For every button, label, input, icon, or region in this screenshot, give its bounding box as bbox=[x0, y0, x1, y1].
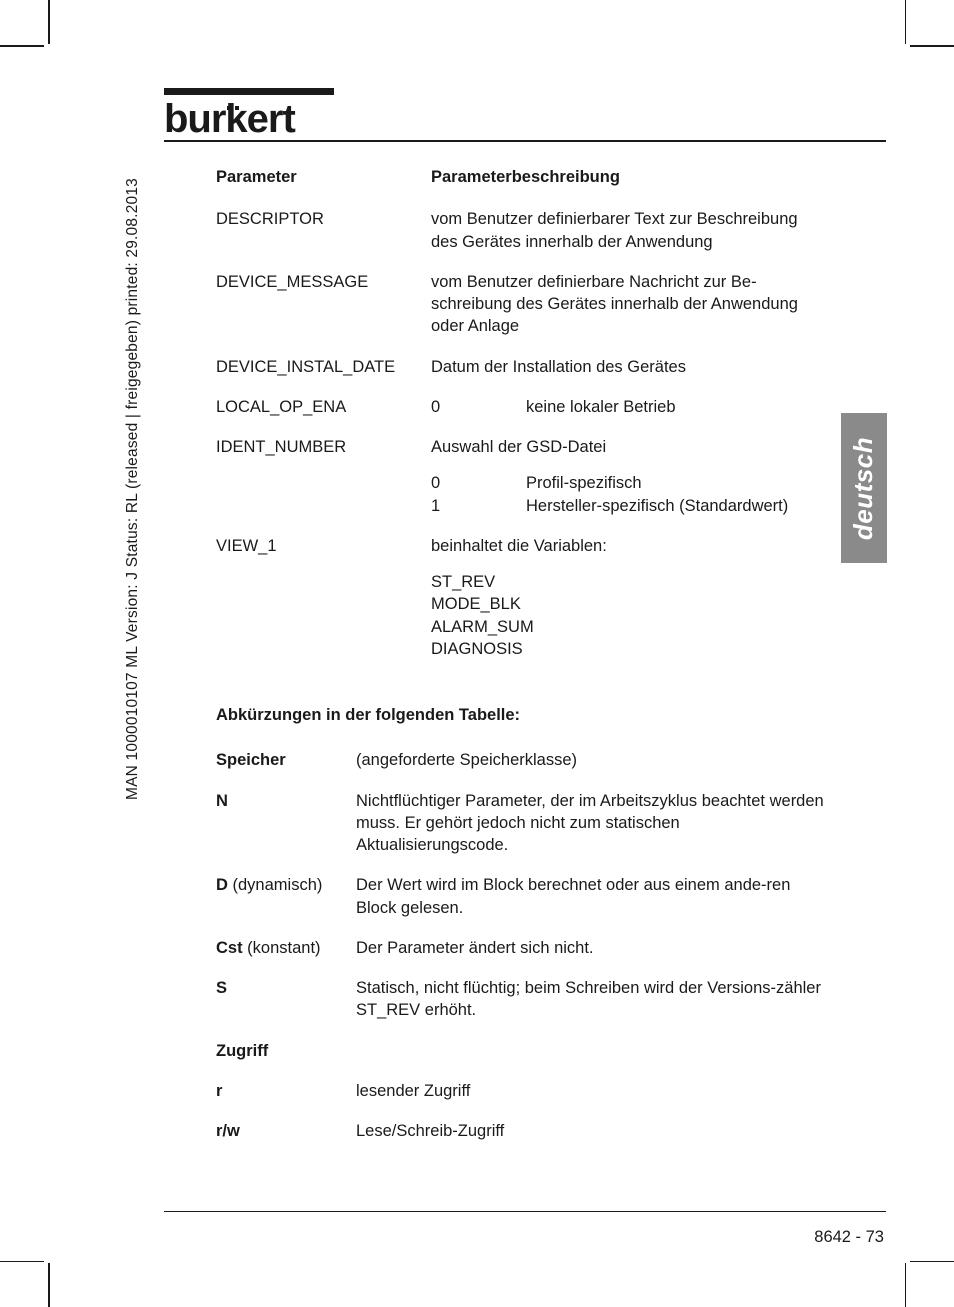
brand-name: burkert bbox=[164, 97, 334, 142]
header-rule bbox=[164, 140, 886, 142]
param-name: DEVICE_MESSAGE bbox=[216, 271, 431, 338]
param-list-item: MODE_BLK bbox=[431, 593, 826, 615]
param-list-item: DIAGNOSIS bbox=[431, 638, 826, 660]
abbrev-desc: Der Wert wird im Block berechnet oder au… bbox=[356, 874, 826, 919]
abbrev-key: Cst (konstant) bbox=[216, 937, 356, 959]
abbrev-desc: Nichtflüchtiger Parameter, der im Arbeit… bbox=[356, 790, 826, 857]
abbrev-key: r/w bbox=[216, 1120, 356, 1142]
abbrev-key: D (dynamisch) bbox=[216, 874, 356, 919]
param-name: DESCRIPTOR bbox=[216, 208, 431, 253]
abbreviations-table: Speicher(angeforderte Speicherklasse) NN… bbox=[216, 749, 826, 1142]
footer-rule bbox=[164, 1211, 886, 1213]
abbrev-desc: Statisch, nicht flüchtig; beim Schreiben… bbox=[356, 977, 826, 1022]
abbrev-desc: Lese/Schreib-Zugriff bbox=[356, 1120, 826, 1142]
abbrev-key: Speicher bbox=[216, 749, 356, 771]
abbrev-key: N bbox=[216, 790, 356, 857]
abbrev-desc bbox=[356, 1040, 826, 1062]
param-value-key: 0 bbox=[431, 396, 526, 418]
param-name: LOCAL_OP_ENA bbox=[216, 396, 431, 418]
language-label: deutsch bbox=[849, 436, 880, 539]
abbreviations-heading: Abkürzungen in der folgenden Tabelle: bbox=[216, 706, 826, 725]
abbrev-key: r bbox=[216, 1080, 356, 1102]
param-value-desc: Hersteller-spezifisch (Standardwert) bbox=[526, 495, 788, 517]
param-name: VIEW_1 bbox=[216, 535, 431, 557]
param-name: DEVICE_INSTAL_DATE bbox=[216, 356, 431, 378]
param-desc: beinhaltet die Variablen: bbox=[431, 535, 826, 557]
param-name: IDENT_NUMBER bbox=[216, 436, 431, 458]
abbrev-desc: Der Parameter ändert sich nicht. bbox=[356, 937, 826, 959]
abbrev-key: Zugriff bbox=[216, 1040, 356, 1062]
abbrev-key: S bbox=[216, 977, 356, 1022]
param-desc: vom Benutzer definierbare Nachricht zur … bbox=[431, 271, 826, 338]
param-desc: Auswahl der GSD-Datei bbox=[431, 436, 826, 458]
language-tab: deutsch bbox=[841, 413, 887, 563]
param-value-desc: Profil-spezifisch bbox=[526, 472, 642, 494]
param-desc: vom Benutzer definierbarer Text zur Besc… bbox=[431, 208, 826, 253]
page-footer: 8642 - 73 bbox=[814, 1228, 884, 1247]
brand-logo: burkert bbox=[164, 88, 334, 142]
param-value-key: 1 bbox=[431, 495, 526, 517]
param-list-item: ST_REV bbox=[431, 571, 826, 593]
col-header-parameter: Parameter bbox=[216, 166, 431, 188]
param-list-item: ALARM_SUM bbox=[431, 616, 826, 638]
abbrev-desc: lesender Zugriff bbox=[356, 1080, 826, 1102]
abbrev-desc: (angeforderte Speicherklasse) bbox=[356, 749, 826, 771]
col-header-description: Parameterbeschreibung bbox=[431, 166, 826, 188]
param-value-desc: keine lokaler Betrieb bbox=[526, 396, 676, 418]
parameter-table: Parameter Parameterbeschreibung DESCRIPT… bbox=[216, 166, 826, 660]
param-desc: Datum der Installation des Gerätes bbox=[431, 356, 826, 378]
document-reference: MAN 1000010107 ML Version: J Status: RL … bbox=[124, 178, 142, 800]
param-value-key: 0 bbox=[431, 472, 526, 494]
